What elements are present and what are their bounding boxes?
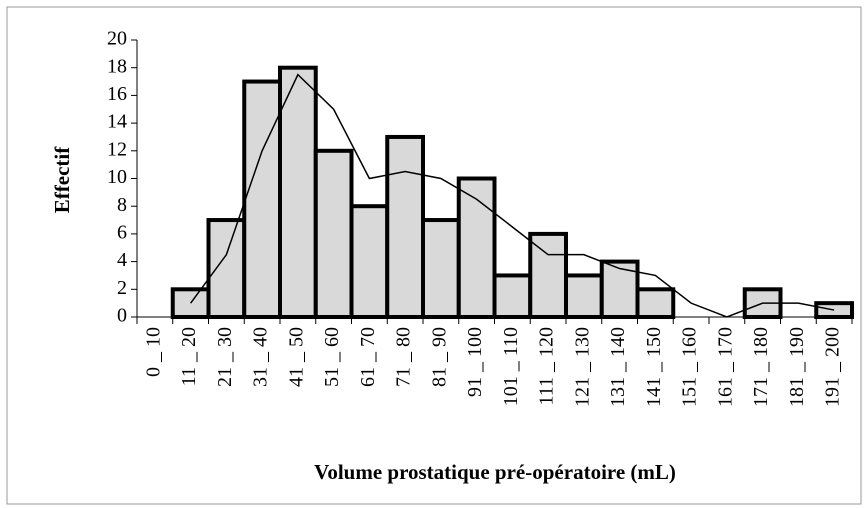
bar [385,134,425,319]
x-tick-label: 121 _ 130 [571,327,593,407]
x-tick-label: 91 _ 100 [464,327,486,397]
bar [564,273,604,320]
bar [599,259,640,320]
x-axis-title: Volume prostatique pré-opératoire (mL) [314,460,676,484]
x-tick-label: 81 _ 90 [428,327,450,387]
y-tick-label: 10 [107,166,127,188]
x-tick-label: 21 _ 30 [214,327,236,387]
x-tick-label: 41 _ 50 [285,327,307,387]
bar [206,218,247,319]
bar [528,231,568,319]
bar [349,204,390,319]
x-tick-label: 11 _ 20 [178,327,200,386]
bar [278,65,318,319]
x-tick-label: 151 _ 160 [679,327,701,407]
bar [421,218,461,319]
x-tick-label: 181 _ 190 [786,327,808,407]
bar [313,148,354,319]
y-tick-label: 16 [107,83,127,105]
y-tick-label: 4 [117,249,127,271]
x-tick-label: 31 _ 40 [250,327,272,387]
x-tick-label: 111 _ 120 [536,327,558,406]
y-axis-title: Effectif [50,146,74,213]
x-tick-label: 161 _ 170 [714,327,736,407]
y-tick-label: 0 [117,305,127,327]
x-tick-label: 171 _ 180 [750,327,772,407]
x-tick-label: 51 _ 60 [321,327,343,387]
x-tick-label: 101 _ 110 [500,327,522,406]
y-tick-label: 20 [107,28,127,50]
y-tick-label: 6 [117,221,127,243]
y-tick-label: 2 [117,277,127,299]
x-tick-label: 141 _ 150 [643,327,665,407]
x-tick-label: 0 _ 10 [142,327,164,377]
bar [492,273,533,320]
y-tick-label: 8 [117,194,127,216]
x-tick-label: 61 _ 70 [357,327,379,387]
bar [242,79,282,319]
x-tick-label: 131 _ 140 [607,327,629,407]
y-tick-label: 12 [107,138,127,160]
y-tick-label: 18 [107,55,127,77]
x-tick-label: 71 _ 80 [393,327,415,387]
bar [635,287,676,319]
x-tick-label: 191 _ 200 [822,327,844,407]
y-tick-label: 14 [107,111,127,133]
